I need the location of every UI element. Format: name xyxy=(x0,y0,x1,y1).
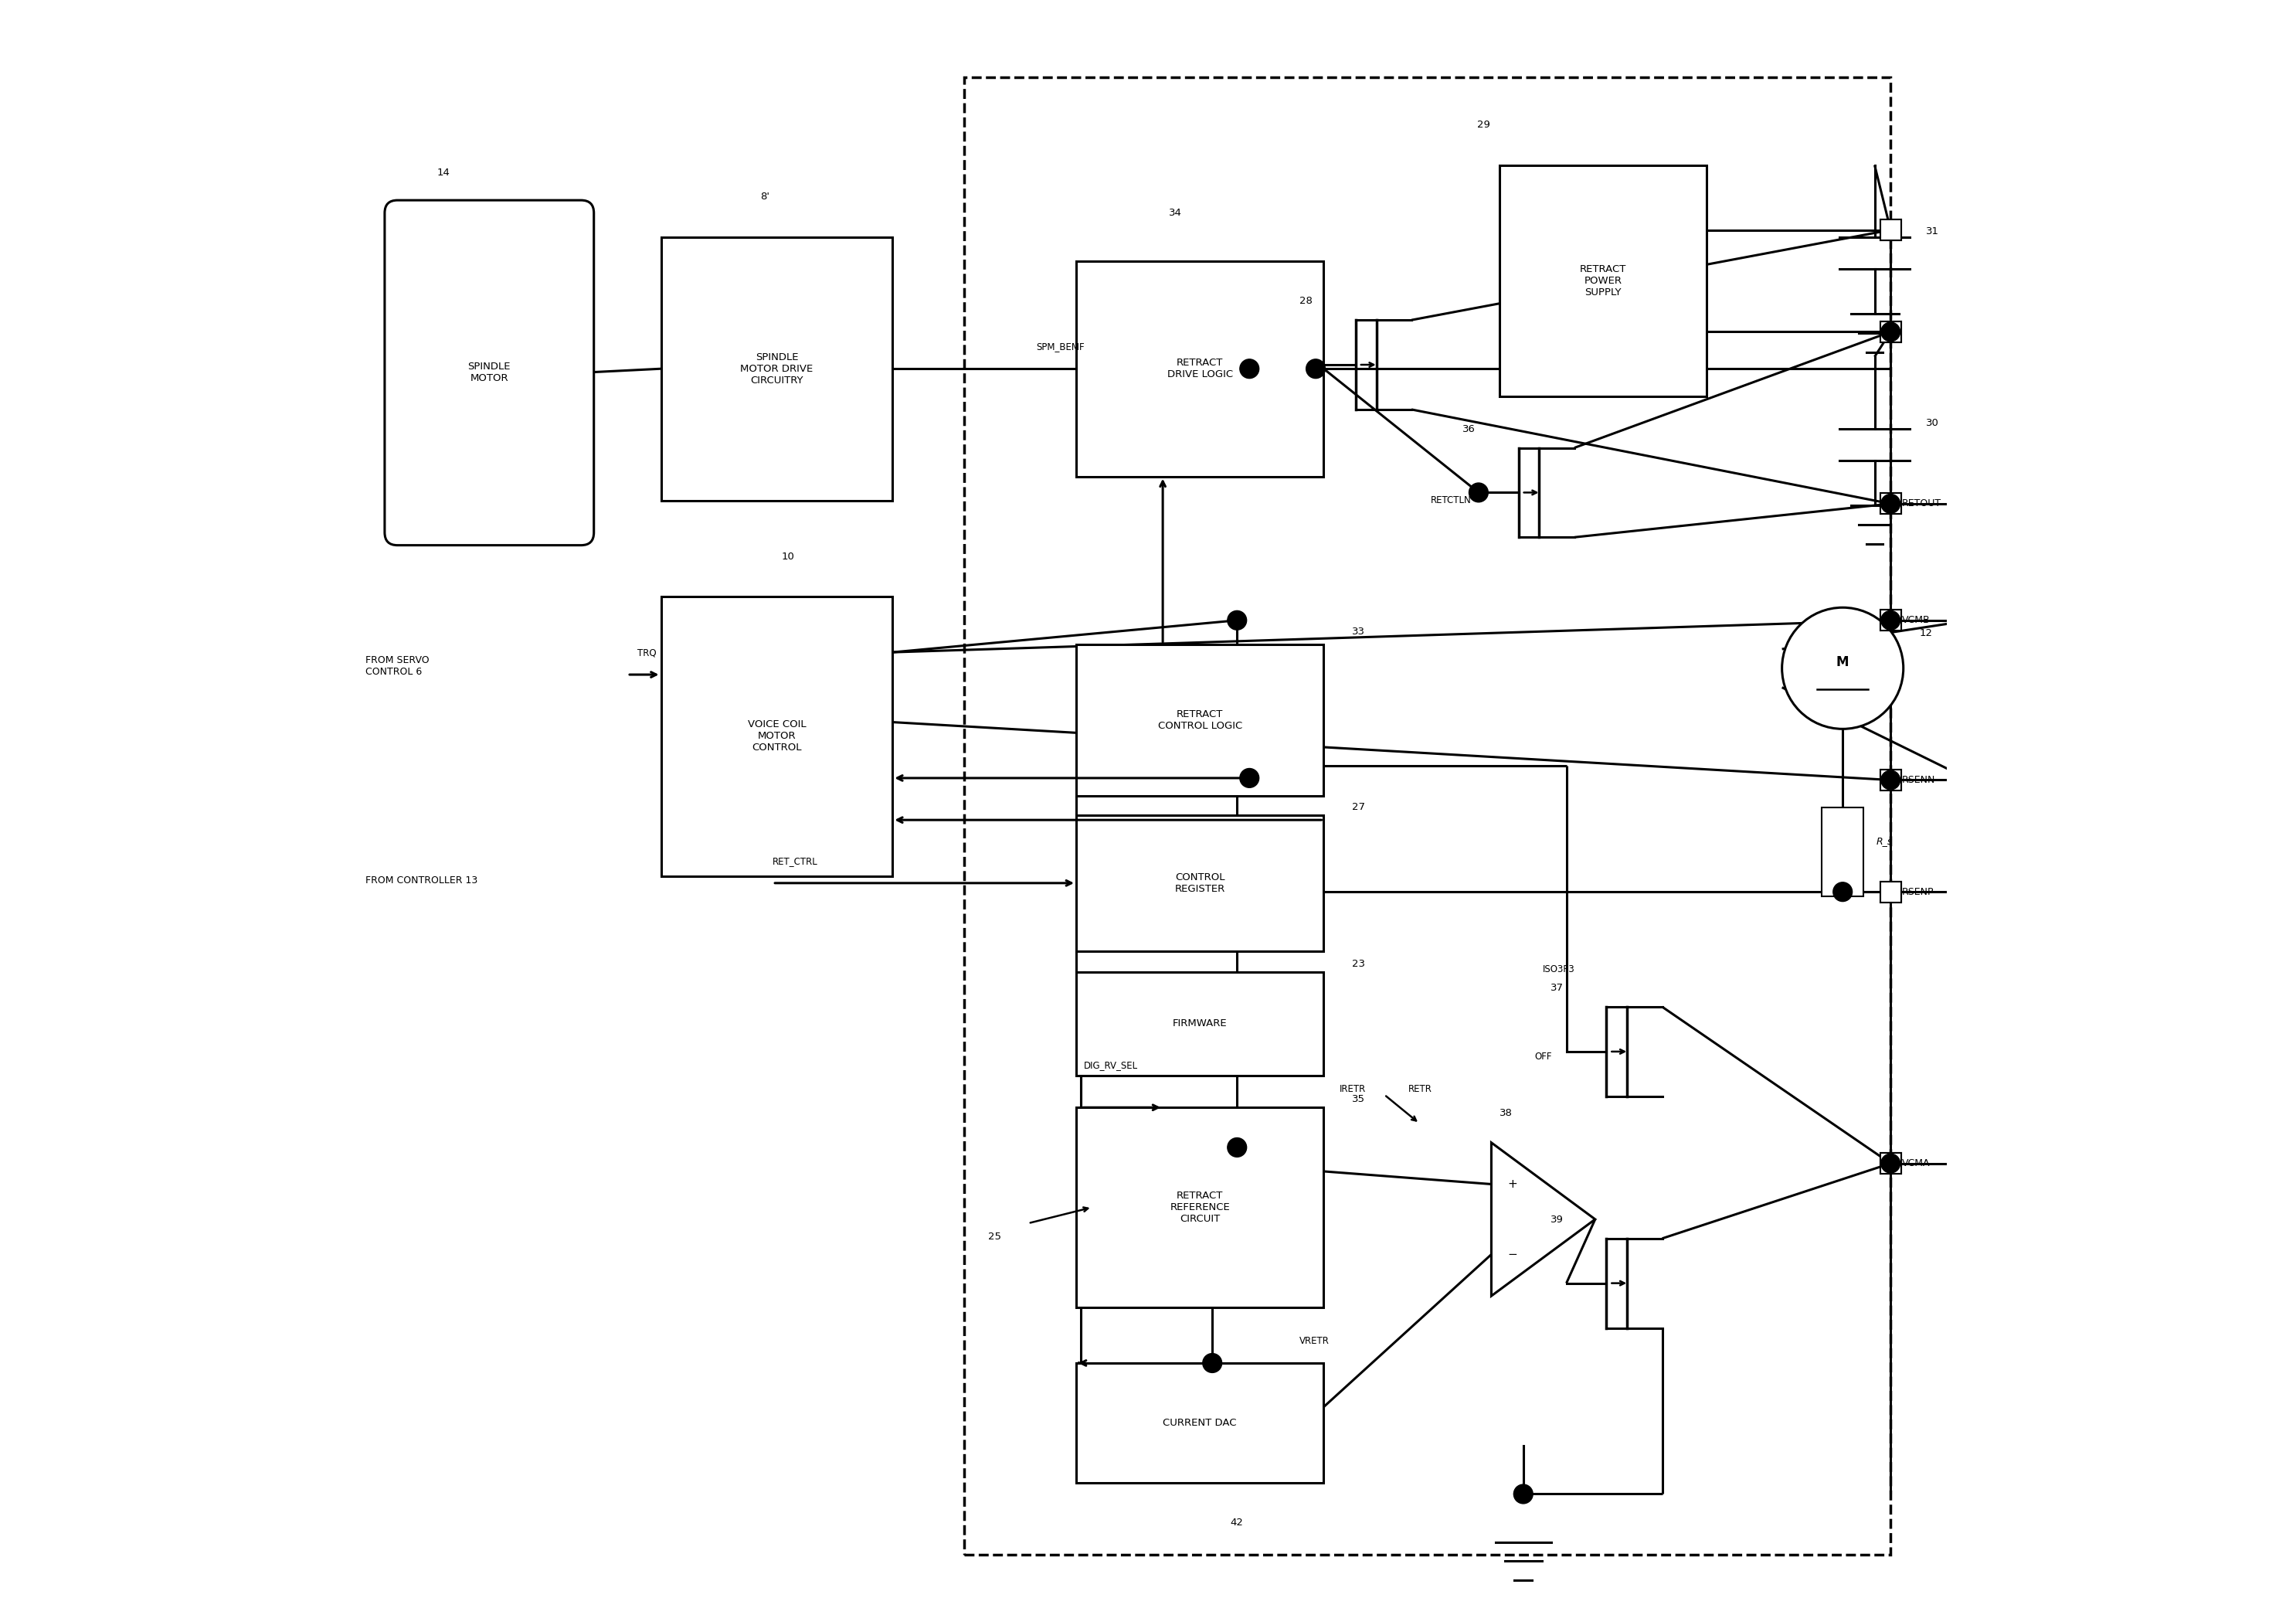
Circle shape xyxy=(1880,322,1901,341)
Text: SPM_BEMF: SPM_BEMF xyxy=(1035,343,1084,352)
Text: OFF: OFF xyxy=(1534,1052,1552,1061)
Text: 28: 28 xyxy=(1300,296,1313,307)
Text: VRETR: VRETR xyxy=(1300,1336,1329,1346)
Text: RETRACT
POWER
SUPPLY: RETRACT POWER SUPPLY xyxy=(1580,264,1626,297)
Bar xyxy=(1880,881,1901,902)
Text: 35: 35 xyxy=(1352,1095,1366,1105)
Circle shape xyxy=(1880,1155,1901,1172)
Text: SPINDLE
MOTOR DRIVE
CIRCUITRY: SPINDLE MOTOR DRIVE CIRCUITRY xyxy=(739,352,813,386)
Circle shape xyxy=(1832,883,1853,902)
Circle shape xyxy=(1782,608,1903,728)
Bar xyxy=(661,597,893,876)
Text: 29: 29 xyxy=(1476,121,1490,130)
Bar xyxy=(1880,220,1901,240)
Text: 33: 33 xyxy=(1352,627,1366,637)
Bar xyxy=(1880,220,1901,240)
Text: CURRENT DAC: CURRENT DAC xyxy=(1164,1418,1238,1428)
Text: RSENP: RSENP xyxy=(1901,888,1933,897)
Bar xyxy=(1880,770,1901,791)
Text: 14: 14 xyxy=(436,169,450,178)
Text: 36: 36 xyxy=(1463,425,1476,434)
Bar xyxy=(1077,260,1325,476)
Text: RETCTLN: RETCTLN xyxy=(1430,495,1472,505)
Text: 42: 42 xyxy=(1231,1518,1244,1528)
Text: RET_CTRL: RET_CTRL xyxy=(774,855,817,867)
Text: 12: 12 xyxy=(1919,629,1933,638)
Bar xyxy=(1880,494,1901,515)
Text: 27: 27 xyxy=(1352,802,1366,812)
Circle shape xyxy=(1240,359,1258,378)
Bar xyxy=(1077,1108,1325,1307)
Bar xyxy=(1880,609,1901,630)
Text: RETRACT
DRIVE LOGIC: RETRACT DRIVE LOGIC xyxy=(1166,359,1233,379)
Text: VCMA: VCMA xyxy=(1901,1158,1931,1169)
Circle shape xyxy=(1228,611,1247,630)
Bar xyxy=(1880,1153,1901,1174)
Circle shape xyxy=(1240,769,1258,788)
Text: RETOUT: RETOUT xyxy=(1901,498,1940,508)
Text: CONTROL
REGISTER: CONTROL REGISTER xyxy=(1176,872,1226,894)
Text: RETR: RETR xyxy=(1407,1084,1433,1093)
Text: 10: 10 xyxy=(781,552,794,561)
Text: 38: 38 xyxy=(1499,1108,1513,1118)
Bar xyxy=(1880,609,1901,630)
Text: VCMB: VCMB xyxy=(1901,616,1931,626)
Text: SPINDLE
MOTOR: SPINDLE MOTOR xyxy=(468,362,510,384)
Text: 8': 8' xyxy=(760,191,769,203)
Bar xyxy=(1077,1364,1325,1483)
Bar xyxy=(1823,807,1864,897)
Text: 39: 39 xyxy=(1550,1214,1564,1225)
Text: RETRACT
REFERENCE
CIRCUIT: RETRACT REFERENCE CIRCUIT xyxy=(1171,1190,1231,1224)
Bar xyxy=(964,77,1890,1555)
Circle shape xyxy=(1306,359,1325,378)
Text: 31: 31 xyxy=(1926,227,1938,236)
Circle shape xyxy=(1469,482,1488,502)
Bar xyxy=(1880,322,1901,343)
Text: 37: 37 xyxy=(1550,982,1564,994)
Text: RSENN: RSENN xyxy=(1901,775,1936,785)
Bar xyxy=(1880,770,1901,791)
Bar xyxy=(1077,645,1325,796)
Bar xyxy=(1880,1153,1901,1174)
Text: +: + xyxy=(1506,1179,1518,1190)
Text: ISO3P3: ISO3P3 xyxy=(1543,963,1575,974)
Bar xyxy=(1077,815,1325,950)
Circle shape xyxy=(1228,1138,1247,1158)
Text: VOICE COIL
MOTOR
CONTROL: VOICE COIL MOTOR CONTROL xyxy=(748,719,806,753)
Text: 34: 34 xyxy=(1169,207,1182,219)
Bar xyxy=(1880,494,1901,515)
Bar xyxy=(1880,322,1901,343)
Circle shape xyxy=(1880,611,1901,630)
Text: FROM SERVO
CONTROL 6: FROM SERVO CONTROL 6 xyxy=(365,656,429,677)
Circle shape xyxy=(1880,494,1901,513)
Text: 30: 30 xyxy=(1926,418,1938,428)
Circle shape xyxy=(1513,1484,1534,1503)
Bar xyxy=(1880,881,1901,902)
Text: FIRMWARE: FIRMWARE xyxy=(1173,1018,1226,1029)
Bar xyxy=(1499,166,1706,397)
Text: 23: 23 xyxy=(1352,958,1366,968)
Circle shape xyxy=(1880,770,1901,790)
Text: TRQ: TRQ xyxy=(636,648,657,658)
Text: IRETR: IRETR xyxy=(1339,1084,1366,1093)
Circle shape xyxy=(1203,1354,1221,1373)
Bar xyxy=(661,236,893,500)
Text: FROM CONTROLLER 13: FROM CONTROLLER 13 xyxy=(365,875,478,886)
Bar xyxy=(1077,971,1325,1076)
Text: R_s: R_s xyxy=(1876,836,1892,846)
FancyBboxPatch shape xyxy=(386,201,595,545)
Text: −: − xyxy=(1506,1249,1518,1261)
Text: RETRACT
CONTROL LOGIC: RETRACT CONTROL LOGIC xyxy=(1157,709,1242,732)
Text: 25: 25 xyxy=(987,1232,1001,1241)
Text: DIG_RV_SEL: DIG_RV_SEL xyxy=(1084,1060,1139,1069)
Text: M: M xyxy=(1837,654,1848,669)
